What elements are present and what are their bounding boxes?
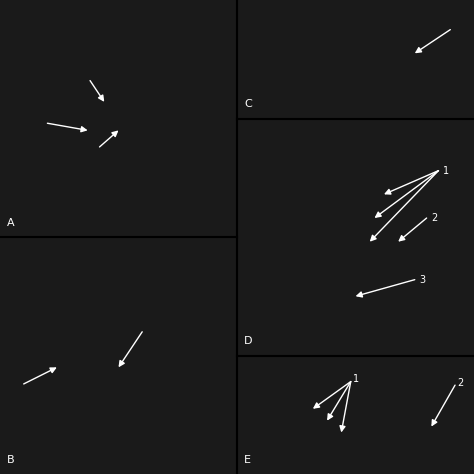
Text: 3: 3	[419, 274, 426, 285]
Text: C: C	[244, 99, 252, 109]
Text: D: D	[244, 336, 253, 346]
Text: 1: 1	[443, 165, 449, 176]
Text: A: A	[7, 218, 15, 228]
Text: 2: 2	[457, 378, 464, 388]
Text: E: E	[244, 455, 251, 465]
Text: 1: 1	[353, 374, 359, 384]
Text: 2: 2	[431, 213, 438, 223]
Text: B: B	[7, 455, 15, 465]
